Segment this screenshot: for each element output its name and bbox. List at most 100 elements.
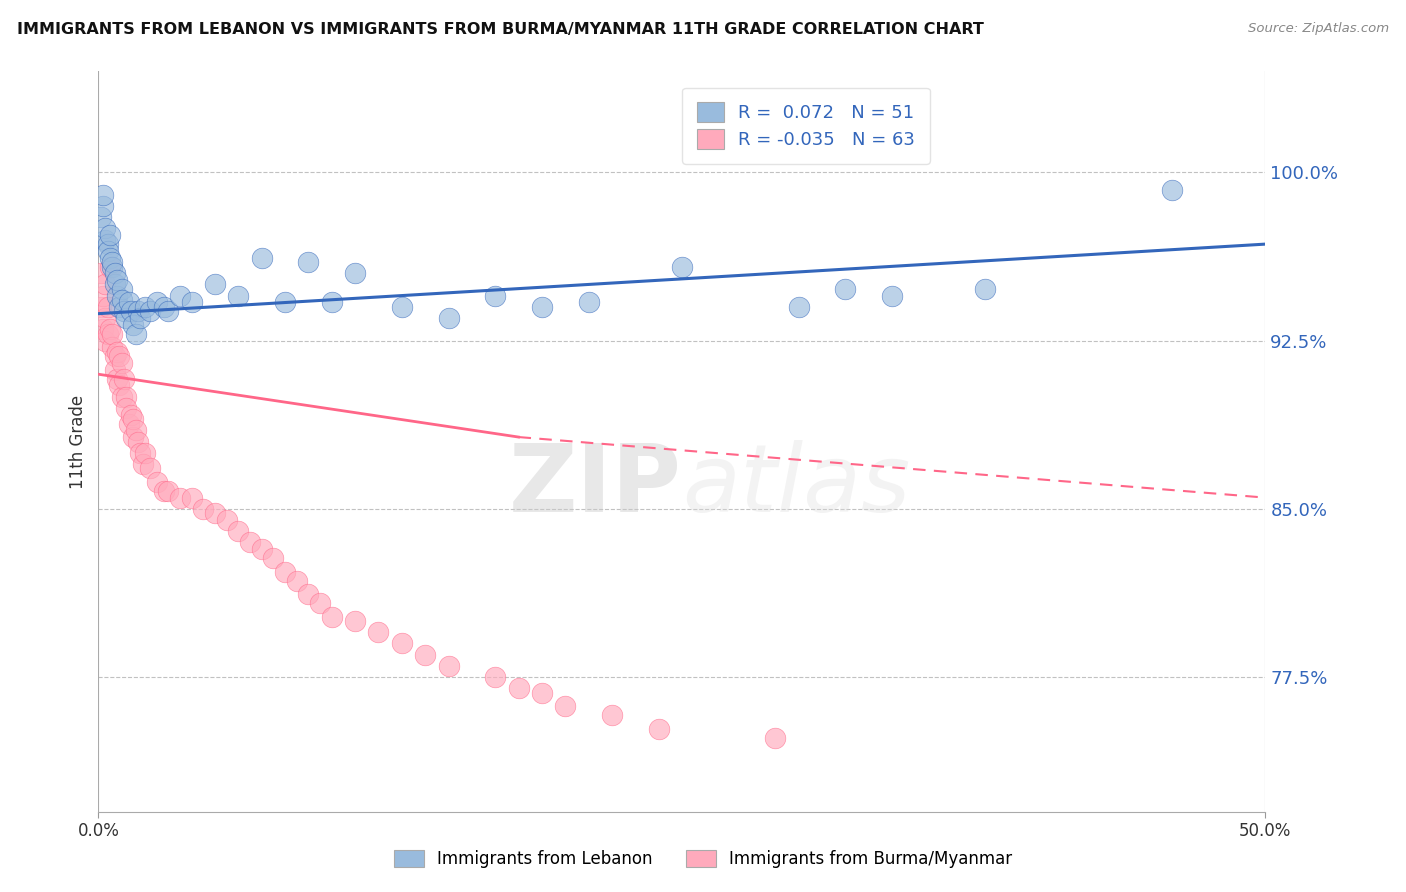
Point (285, 574, 308, 588)
Point (111, 282, 134, 296)
Point (146, 475, 169, 489)
Point (152, 483, 174, 498)
Point (437, 311, 460, 326)
Point (146, 295, 169, 310)
Point (97, 244, 120, 258)
Point (297, 255, 319, 269)
Point (391, 300, 413, 314)
Point (413, 648, 436, 662)
Point (101, 260, 124, 274)
Point (578, 295, 600, 310)
Point (115, 401, 138, 415)
Point (94, 233, 117, 247)
Point (91, 322, 114, 336)
Point (530, 686, 553, 700)
Point (94, 221, 117, 235)
Point (309, 596, 332, 610)
Point (94, 334, 117, 348)
Point (344, 266, 367, 280)
Point (98, 322, 121, 336)
Point (108, 300, 131, 314)
Point (94, 311, 117, 326)
Point (105, 273, 128, 287)
Point (152, 300, 174, 314)
Point (108, 349, 131, 363)
Point (204, 506, 226, 520)
Point (647, 722, 669, 736)
Point (120, 408, 142, 422)
Point (105, 372, 128, 386)
Point (122, 318, 145, 332)
Point (112, 304, 135, 318)
Point (508, 681, 530, 696)
Point (367, 625, 389, 640)
Point (834, 282, 856, 296)
Point (111, 390, 134, 404)
Point (98, 260, 121, 274)
Point (437, 659, 460, 673)
Point (228, 289, 250, 303)
Point (104, 363, 127, 377)
Point (274, 295, 297, 310)
Point (122, 430, 145, 444)
Legend: Immigrants from Lebanon, Immigrants from Burma/Myanmar: Immigrants from Lebanon, Immigrants from… (387, 843, 1019, 875)
Point (91, 199, 114, 213)
Point (115, 311, 138, 326)
Point (297, 587, 319, 601)
Point (104, 277, 127, 292)
Point (391, 636, 413, 650)
Point (228, 524, 250, 539)
Point (105, 289, 128, 303)
Point (204, 277, 226, 292)
Point (157, 483, 180, 498)
Point (484, 289, 506, 303)
Point (101, 255, 124, 269)
Point (101, 326, 124, 341)
Point (118, 295, 141, 310)
Point (97, 326, 120, 341)
Point (321, 609, 343, 624)
Point (787, 300, 810, 314)
Point (671, 260, 693, 274)
Point (250, 542, 273, 557)
Y-axis label: 11th Grade: 11th Grade (69, 394, 87, 489)
Point (127, 304, 149, 318)
Point (157, 304, 180, 318)
Point (125, 326, 148, 341)
Point (134, 446, 156, 460)
Point (134, 300, 156, 314)
Point (112, 372, 135, 386)
Point (127, 434, 149, 449)
Point (880, 289, 903, 303)
Point (118, 417, 141, 431)
Point (239, 535, 262, 549)
Point (90, 300, 112, 314)
Point (98, 251, 121, 265)
Point (129, 311, 152, 326)
Point (115, 390, 138, 404)
Point (105, 344, 128, 359)
Point (321, 295, 343, 310)
Point (129, 446, 152, 460)
Point (215, 513, 238, 527)
Point (139, 304, 162, 318)
Point (600, 708, 623, 723)
Text: ZIP: ZIP (509, 440, 682, 532)
Point (530, 300, 553, 314)
Point (484, 670, 506, 684)
Text: atlas: atlas (682, 441, 910, 532)
Point (169, 289, 191, 303)
Point (169, 491, 191, 505)
Point (108, 378, 131, 392)
Point (104, 266, 127, 280)
Text: Source: ZipAtlas.com: Source: ZipAtlas.com (1249, 22, 1389, 36)
Point (974, 282, 997, 296)
Point (274, 565, 297, 579)
Point (1161, 183, 1184, 197)
Point (90, 266, 112, 280)
Point (763, 731, 786, 745)
Point (91, 187, 114, 202)
Point (180, 295, 202, 310)
Point (250, 251, 273, 265)
Point (120, 304, 142, 318)
